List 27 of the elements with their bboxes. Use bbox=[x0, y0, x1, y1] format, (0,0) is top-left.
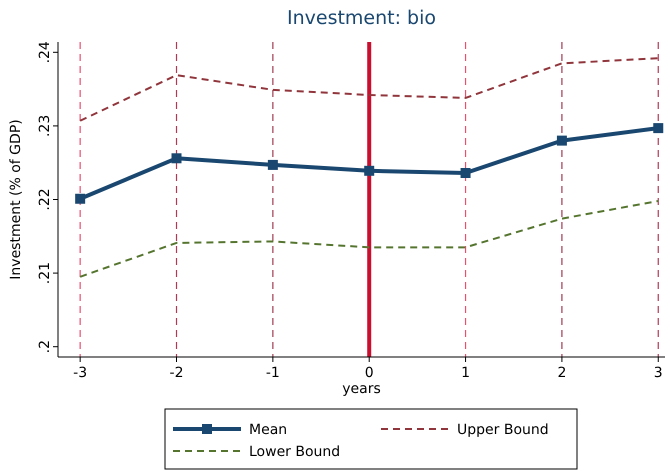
point bbox=[172, 153, 182, 164]
chart-title: Investment: bio bbox=[286, 7, 436, 29]
x-tick-label: -1 bbox=[266, 365, 280, 381]
legend-label: Mean bbox=[249, 422, 288, 438]
y-tick-label: .24 bbox=[37, 41, 53, 64]
y-tick-label: .21 bbox=[37, 262, 53, 284]
x-tick-label: 0 bbox=[364, 365, 374, 381]
y-tick-label: .22 bbox=[37, 188, 53, 211]
y-axis-title: Investment (% of GDP) bbox=[8, 119, 24, 280]
y-tick-label: .2 bbox=[37, 340, 53, 354]
x-axis-title: years bbox=[342, 381, 381, 397]
line-series bbox=[79, 57, 660, 122]
x-tick-label: 1 bbox=[461, 365, 470, 381]
y-tick-label: .23 bbox=[37, 114, 53, 138]
point bbox=[364, 166, 374, 176]
point bbox=[75, 194, 86, 204]
x-tick-label: 2 bbox=[557, 365, 566, 381]
x-tick-label: 3 bbox=[654, 365, 663, 381]
point bbox=[556, 136, 567, 146]
point bbox=[268, 160, 278, 170]
x-tick-label: -3 bbox=[73, 365, 88, 381]
x-tick-label: -2 bbox=[170, 365, 184, 381]
line-series bbox=[79, 200, 660, 278]
legend-label: Lower Bound bbox=[249, 444, 340, 460]
point bbox=[653, 123, 664, 134]
legend-label: Upper Bound bbox=[457, 422, 549, 438]
point bbox=[460, 168, 471, 178]
